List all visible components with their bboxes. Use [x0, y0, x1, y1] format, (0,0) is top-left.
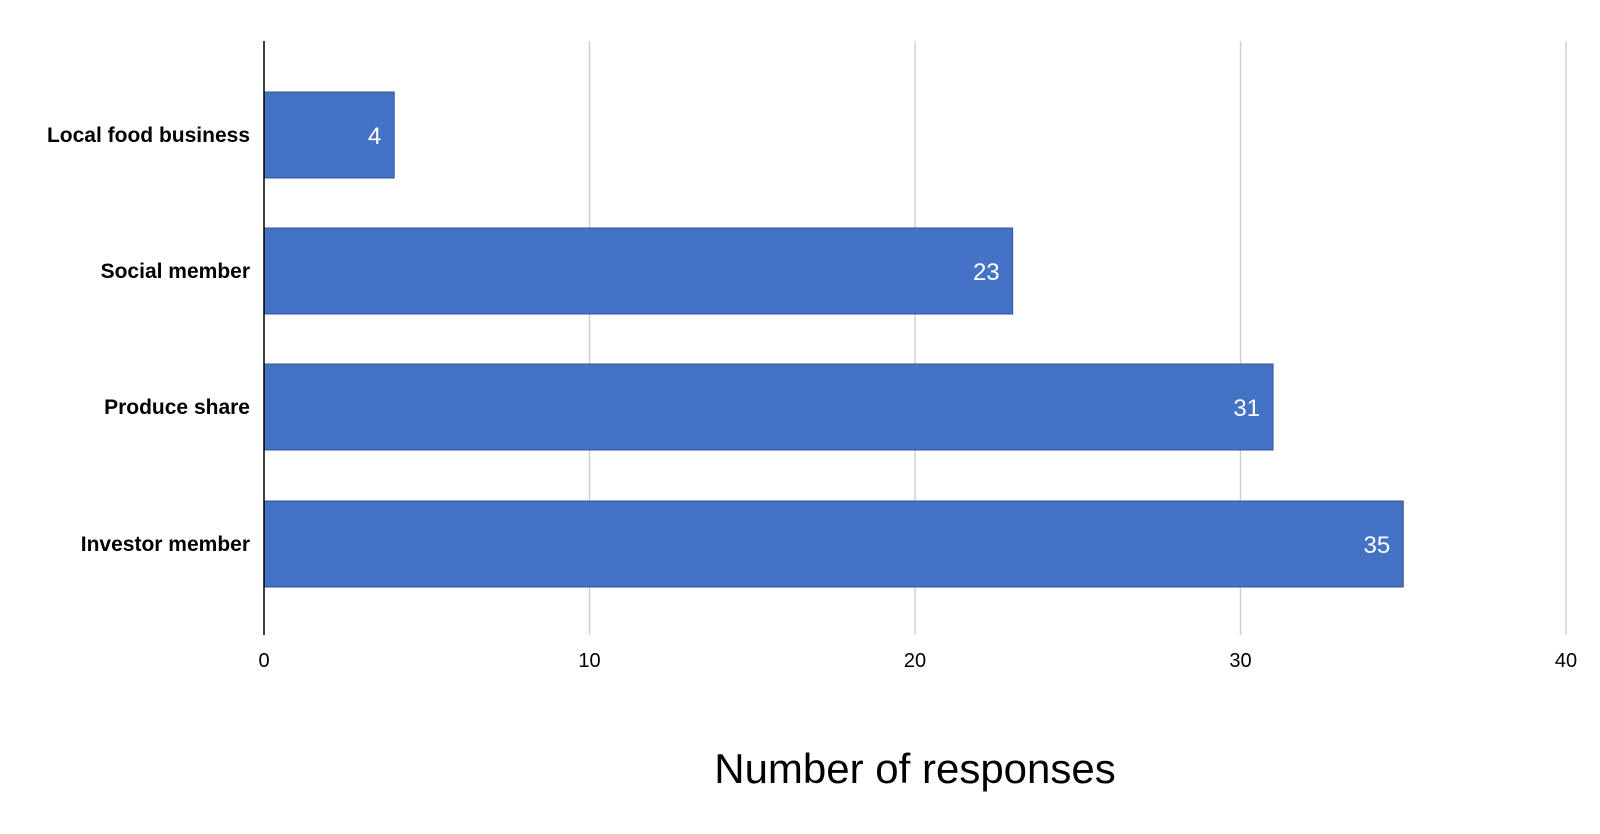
x-axis-title: Number of responses	[714, 745, 1116, 792]
category-labels: Local food business Social member Produce …	[47, 124, 250, 556]
category-label-local-food-business: Local food business	[47, 124, 250, 147]
category-label-investor-member: Investor member	[81, 533, 250, 556]
data-label-31: 31	[1233, 395, 1260, 422]
x-tick-label-40: 40	[1555, 650, 1577, 672]
data-label-35: 35	[1364, 532, 1391, 559]
x-tick-labels: 0 10 20 30 40	[258, 650, 1577, 672]
bar-local-food-business	[263, 91, 395, 179]
x-tick-label-10: 10	[578, 650, 600, 672]
bar-social-member	[263, 227, 1014, 315]
x-tick-label-30: 30	[1229, 650, 1251, 672]
x-tick-label-0: 0	[258, 650, 269, 672]
data-label-4: 4	[368, 123, 381, 150]
category-label-social-member: Social member	[101, 260, 250, 283]
category-label-produce-share: Produce share	[104, 396, 250, 419]
data-labels: 4 23 31 35	[368, 123, 1390, 559]
bars	[263, 91, 1404, 588]
bar-investor-member	[263, 500, 1404, 588]
x-tick-label-20: 20	[904, 650, 926, 672]
data-label-23: 23	[973, 259, 1000, 286]
bar-produce-share	[263, 363, 1274, 451]
